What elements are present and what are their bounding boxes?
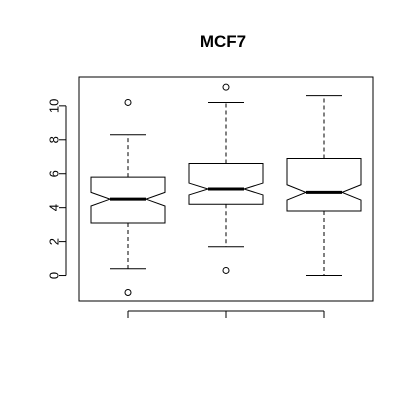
y-tick-label: 10 (47, 99, 62, 113)
y-axis: 0 2 4 6 8 10 (47, 99, 67, 279)
box-3 (286, 157, 362, 212)
outlier-point (124, 289, 132, 297)
chart-title: MCF7 (200, 32, 246, 51)
y-tick-label: 0 (47, 272, 62, 279)
y-tick-label: 8 (47, 136, 62, 143)
outlier-point (124, 98, 132, 106)
box-group (90, 83, 362, 297)
y-tick-label: 6 (47, 170, 62, 177)
outlier-point (222, 83, 230, 91)
y-tick-label: 2 (47, 238, 62, 245)
plot-frame (78, 76, 374, 302)
x-axis (127, 310, 325, 318)
outlier-point (222, 266, 230, 274)
box-2 (188, 163, 264, 205)
y-tick-label: 4 (47, 204, 62, 211)
